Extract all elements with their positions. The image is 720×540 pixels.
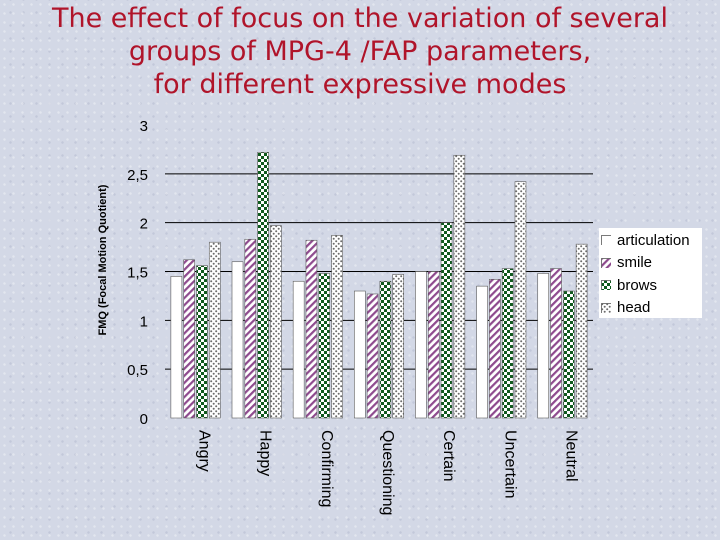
y-tick-label: 0,5	[127, 362, 148, 379]
grid-lines	[165, 173, 593, 370]
bar-head	[514, 181, 527, 419]
bar-head	[208, 241, 221, 419]
bar-smile	[366, 293, 379, 419]
y-tick-label: 3	[140, 118, 148, 135]
legend-swatch	[601, 235, 611, 245]
bar-brows	[440, 222, 453, 419]
bar-brows	[257, 152, 269, 419]
legend-label: smile	[617, 254, 653, 271]
y-tick-label: 1	[140, 313, 148, 330]
legend-item-head: head	[601, 297, 650, 319]
bar-head	[392, 274, 405, 419]
bar-smile	[305, 239, 318, 419]
legend-label: articulation	[617, 231, 690, 249]
axis-labels: 0 0,5 1 1,5 2 2,5 3 FMQ (Focal Motion Quotient)…	[97, 118, 579, 515]
bar-head	[453, 154, 466, 419]
x-category-label: Angry	[196, 430, 213, 472]
y-tick-label: 2	[140, 216, 148, 233]
legend-item-articulation: articulation	[601, 229, 690, 251]
x-category-label: Happy	[257, 430, 274, 476]
bar-smile	[427, 271, 440, 419]
title-line-2: groups of MPG-4 /FAP parameters,	[128, 36, 592, 67]
bar-brows	[318, 273, 331, 419]
y-tick-label: 1,5	[127, 265, 148, 282]
x-category-label: Certain	[440, 430, 457, 482]
bar-head	[331, 235, 343, 419]
legend-swatch	[601, 280, 611, 290]
bar-articulation	[415, 271, 427, 419]
bar-brows	[501, 268, 514, 419]
y-tick-label: 0	[140, 411, 148, 428]
x-category-label: Uncertain	[501, 430, 518, 498]
bar-articulation	[353, 290, 366, 419]
bar-articulation	[170, 276, 183, 419]
legend-item-brows: brows	[601, 274, 657, 296]
y-tick-label: 2,5	[127, 167, 148, 184]
x-category-label: Neutral	[562, 430, 579, 482]
title-line-1: The effect of focus on the variation of …	[52, 3, 668, 34]
bar-articulation	[231, 261, 244, 419]
legend-swatch	[601, 302, 611, 313]
legend-label: brows	[617, 276, 658, 294]
x-category-label: Questioning	[379, 430, 396, 515]
bar-articulation	[476, 285, 488, 419]
bar-head	[575, 243, 588, 419]
legend: articulation smile brows head	[599, 228, 702, 318]
bar-head	[270, 225, 282, 419]
title-line-3: for different expressive modes	[153, 69, 567, 100]
bar-brows	[379, 280, 392, 419]
y-axis-label: FMQ (Focal Motion Quotient)	[97, 184, 109, 335]
slide-title: The effect of focus on the variation of …	[0, 2, 720, 101]
bar-brows	[196, 265, 208, 419]
bar-articulation	[292, 280, 305, 419]
legend-swatch	[601, 257, 611, 268]
bar-smile	[244, 238, 257, 419]
bar-smile	[489, 279, 501, 419]
bar-brows	[563, 290, 575, 419]
bar-articulation	[537, 273, 550, 419]
legend-item-smile: smile	[601, 252, 652, 274]
legend-label: head	[617, 299, 651, 316]
bar-smile	[550, 268, 562, 419]
x-category-label: Confirming	[318, 430, 335, 507]
bars	[170, 152, 588, 419]
bar-smile	[183, 259, 195, 419]
